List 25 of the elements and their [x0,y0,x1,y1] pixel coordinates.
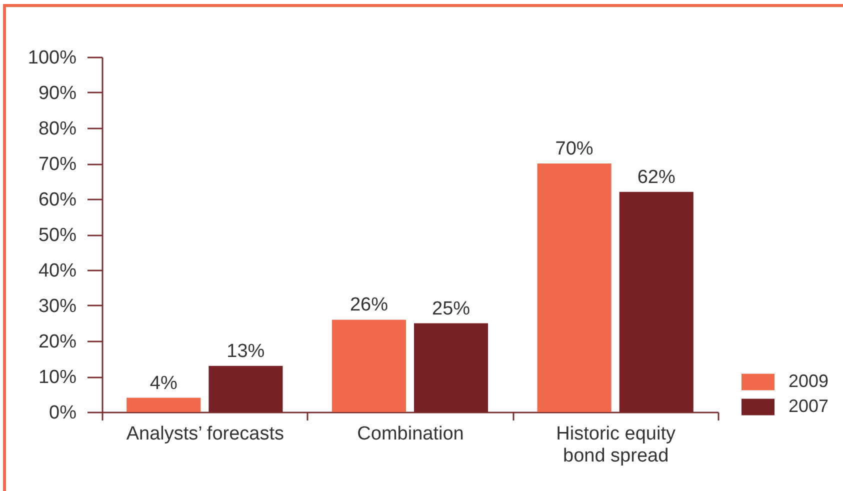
legend-label: 2009 [788,371,829,391]
y-tick-label: 50% [38,225,77,246]
y-tick-label: 0% [49,402,77,424]
data-label: 26% [350,294,388,316]
data-label: 70% [555,138,594,160]
legend-label: 2007 [788,396,829,416]
x-tick-label: Analysts’ forecasts [126,424,284,444]
data-label: 13% [226,340,265,362]
y-tick-label: 60% [38,190,77,210]
y-tick-label: 90% [38,83,77,104]
x-tick-label: Historic equity bond spread [556,424,676,466]
y-tick-label: 30% [38,296,77,317]
bar [332,320,406,412]
y-tick-label: 70% [38,154,77,175]
bar [126,398,201,412]
y-tick-label: 40% [38,260,77,282]
data-label: 62% [637,166,676,188]
y-tick-label: 20% [38,332,77,352]
data-label: 25% [432,298,470,320]
x-tick-label: Combination [357,424,464,444]
data-label: 4% [150,372,178,394]
y-tick-label: 80% [38,118,77,140]
bar [537,164,612,412]
y-tick-label: 100% [28,48,77,68]
y-tick-label: 10% [38,367,77,388]
